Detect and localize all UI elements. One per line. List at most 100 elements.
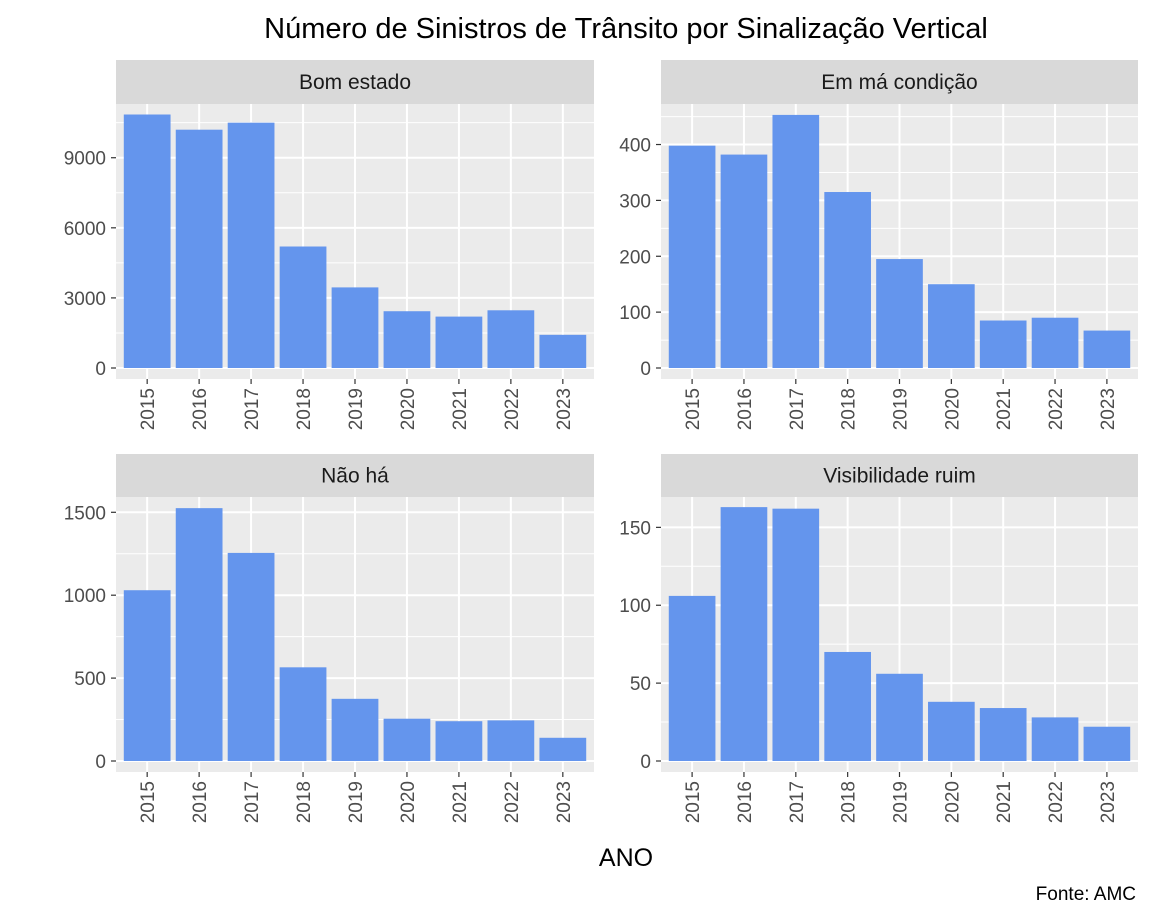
x-tick-label: 2015 [683, 388, 704, 430]
y-tick-label: 9000 [64, 149, 106, 170]
y-tick-label: 50 [630, 674, 651, 695]
bar-bom-estado-2016 [175, 129, 223, 368]
bar-bom-estado-2022 [487, 310, 535, 368]
facet-strip [116, 60, 594, 104]
chart-caption: Fonte: AMC [1036, 884, 1136, 905]
bar-visibilidade-ruim-2016 [720, 507, 768, 761]
x-tick-label: 2015 [138, 781, 159, 823]
x-tick-label: 2022 [1046, 781, 1067, 823]
x-tick-label: 2023 [554, 781, 575, 823]
x-tick-label: 2018 [839, 781, 860, 823]
x-tick-label: 2015 [683, 781, 704, 823]
y-tick-label: 1500 [64, 503, 106, 524]
x-tick-label: 2022 [502, 388, 523, 430]
bar-nao-ha-2017 [227, 552, 275, 761]
x-tick-label: 2020 [398, 781, 419, 823]
x-tick-label: 2021 [994, 781, 1015, 823]
y-tick-label: 500 [74, 669, 106, 690]
x-tick-label: 2016 [735, 388, 756, 430]
x-tick-label: 2021 [450, 388, 471, 430]
x-tick-label: 2021 [450, 781, 471, 823]
bar-bom-estado-2018 [279, 246, 327, 368]
x-tick-label: 2023 [1098, 781, 1119, 823]
x-tick-label: 2019 [346, 781, 367, 823]
x-tick-label: 2017 [787, 388, 808, 430]
bar-em-ma-condicao-2018 [824, 192, 871, 368]
x-tick-label: 2016 [190, 388, 211, 430]
bar-nao-ha-2015 [123, 590, 171, 761]
x-tick-label: 2016 [190, 781, 211, 823]
x-tick-label: 2022 [1046, 388, 1067, 430]
bar-visibilidade-ruim-2020 [928, 701, 975, 761]
chart-title: Número de Sinistros de Trânsito por Sina… [264, 13, 988, 45]
y-tick-label: 150 [619, 518, 651, 539]
bar-visibilidade-ruim-2018 [824, 651, 871, 761]
bar-em-ma-condicao-2016 [720, 154, 768, 368]
bar-em-ma-condicao-2021 [979, 320, 1027, 368]
x-tick-label: 2021 [994, 388, 1015, 430]
bar-em-ma-condicao-2017 [772, 114, 820, 369]
facet-strip [661, 454, 1138, 497]
y-tick-label: 100 [619, 303, 651, 324]
bar-bom-estado-2023 [539, 334, 587, 368]
bar-em-ma-condicao-2020 [928, 284, 975, 368]
x-tick-label: 2017 [787, 781, 808, 823]
x-tick-label: 2016 [735, 781, 756, 823]
bar-em-ma-condicao-2019 [876, 259, 923, 368]
bar-nao-ha-2020 [383, 718, 431, 761]
bar-nao-ha-2023 [539, 737, 587, 761]
x-axis-title: ANO [599, 844, 653, 872]
x-tick-label: 2019 [891, 388, 912, 430]
bar-em-ma-condicao-2023 [1083, 330, 1131, 368]
facet-panel-em-ma-condicao: Em má condição 0 100 200 300 400 2015 2016 2017 2… [619, 60, 1138, 430]
x-tick-label: 2018 [294, 781, 315, 823]
facet-panel-bom-estado: Bom estado 0 3000 6000 9000 2015 2016 2017 2018 2… [64, 60, 594, 430]
y-tick-label: 0 [640, 752, 651, 773]
x-tick-label: 2020 [398, 388, 419, 430]
bar-nao-ha-2016 [175, 508, 223, 761]
bar-nao-ha-2021 [435, 721, 483, 761]
x-tick-label: 2018 [294, 388, 315, 430]
bar-visibilidade-ruim-2022 [1031, 717, 1079, 761]
y-tick-label: 0 [640, 359, 651, 380]
facet-label: Em má condição [821, 71, 977, 94]
x-tick-label: 2020 [942, 388, 963, 430]
bar-bom-estado-2020 [383, 311, 431, 368]
y-tick-label: 1000 [64, 586, 106, 607]
bar-visibilidade-ruim-2023 [1083, 726, 1131, 761]
x-tick-label: 2018 [839, 388, 860, 430]
y-tick-label: 300 [619, 191, 651, 212]
y-tick-label: 6000 [64, 219, 106, 240]
y-tick-label: 3000 [64, 289, 106, 310]
facet-label: Não há [321, 465, 389, 488]
x-tick-label: 2023 [554, 388, 575, 430]
bar-visibilidade-ruim-2015 [668, 595, 716, 761]
bar-em-ma-condicao-2022 [1031, 317, 1079, 368]
facet-label: Visibilidade ruim [823, 465, 976, 488]
facet-strip [661, 60, 1138, 104]
facet-label: Bom estado [299, 71, 411, 94]
x-tick-label: 2019 [891, 781, 912, 823]
x-tick-label: 2017 [242, 781, 263, 823]
y-tick-label: 200 [619, 247, 651, 268]
x-tick-label: 2019 [346, 388, 367, 430]
bar-em-ma-condicao-2015 [668, 145, 716, 368]
y-tick-label: 0 [95, 752, 106, 773]
x-tick-label: 2020 [942, 781, 963, 823]
bar-bom-estado-2021 [435, 316, 483, 368]
bar-bom-estado-2019 [331, 287, 379, 368]
y-tick-label: 0 [95, 359, 106, 380]
bar-nao-ha-2022 [487, 720, 535, 761]
bar-visibilidade-ruim-2021 [979, 708, 1027, 761]
y-tick-label: 400 [619, 136, 651, 157]
bar-visibilidade-ruim-2019 [876, 673, 923, 761]
x-tick-label: 2022 [502, 781, 523, 823]
bar-visibilidade-ruim-2017 [772, 508, 820, 761]
facet-panel-nao-ha: Não há 0 500 1000 1500 2015 2016 2017 2018 2019 20… [64, 454, 594, 823]
x-tick-label: 2015 [138, 388, 159, 430]
bar-bom-estado-2017 [227, 122, 275, 368]
bar-nao-ha-2018 [279, 667, 327, 761]
